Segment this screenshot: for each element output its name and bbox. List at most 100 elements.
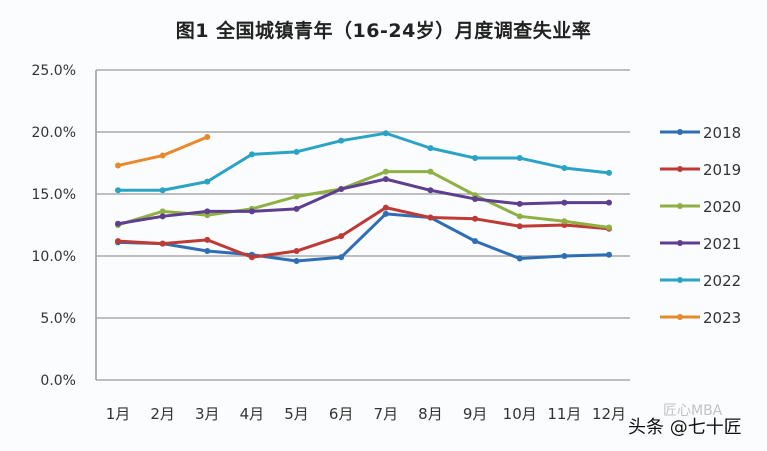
data-point: [606, 199, 612, 206]
x-tick-label: 10月: [503, 405, 537, 423]
data-point: [472, 195, 479, 202]
data-point: [561, 218, 568, 225]
legend-marker: [677, 166, 683, 172]
data-point: [204, 208, 211, 215]
legend-label: 2019: [703, 161, 741, 179]
data-point: [159, 152, 166, 159]
data-point: [115, 187, 121, 194]
data-point: [382, 176, 389, 183]
y-tick-label: 25.0%: [32, 63, 76, 79]
legend-marker: [677, 129, 683, 135]
series-2023: [115, 133, 211, 169]
y-axis-ticks: 0.0% 5.0% 10.0% 15.0% 20.0% 25.0%: [32, 63, 76, 389]
data-point: [472, 215, 479, 222]
series-line: [116, 212, 611, 263]
data-point: [159, 213, 166, 220]
legend-item-2018: 2018: [660, 124, 741, 142]
data-point: [606, 251, 612, 258]
x-tick-label: 6月: [329, 405, 354, 423]
data-point: [427, 145, 434, 152]
data-point: [382, 168, 389, 175]
series-lines: [115, 130, 612, 264]
legend-item-2019: 2019: [660, 161, 741, 179]
data-point: [248, 208, 255, 215]
data-point: [204, 133, 211, 140]
data-point: [606, 224, 612, 231]
legend-item-2020: 2020: [660, 198, 741, 216]
data-point: [606, 169, 612, 176]
watermark: 头条 @七十匠: [628, 417, 742, 438]
data-point: [338, 233, 345, 240]
data-point: [293, 257, 300, 264]
x-tick-label: 7月: [374, 405, 399, 423]
legend-item-2023: 2023: [660, 309, 741, 327]
x-tick-label: 2月: [150, 405, 175, 423]
data-point: [293, 205, 300, 212]
series-line: [116, 206, 611, 259]
data-point: [427, 214, 434, 221]
data-point: [472, 155, 479, 162]
series-line: [116, 131, 611, 192]
data-point: [516, 223, 523, 230]
x-tick-label: 5月: [284, 405, 309, 423]
data-point: [115, 162, 121, 169]
data-point: [159, 240, 166, 247]
data-point: [516, 155, 523, 162]
data-point: [516, 213, 523, 220]
data-point: [561, 164, 568, 171]
data-point: [115, 220, 121, 227]
x-tick-label: 11月: [547, 405, 581, 423]
data-point: [204, 236, 211, 243]
data-point: [293, 248, 300, 255]
legend-label: 2023: [703, 309, 741, 327]
data-point: [159, 208, 166, 215]
y-tick-label: 10.0%: [32, 249, 76, 265]
series-2021: [115, 176, 612, 227]
chart-title: 图1 全国城镇青年（16-24岁）月度调查失业率: [175, 20, 592, 42]
data-point: [427, 187, 434, 194]
series-line: [116, 170, 611, 229]
data-point: [382, 130, 389, 137]
data-point: [382, 210, 389, 217]
legend-marker: [677, 203, 683, 209]
legend-label: 2020: [703, 198, 741, 216]
data-point: [293, 148, 300, 155]
x-tick-label: 4月: [240, 405, 265, 423]
x-tick-label: 1月: [106, 405, 131, 423]
series-line: [116, 177, 611, 226]
legend-item-2022: 2022: [660, 272, 741, 290]
y-tick-label: 15.0%: [32, 187, 76, 203]
y-tick-label: 20.0%: [32, 125, 76, 141]
x-tick-label: 12月: [592, 405, 626, 423]
data-point: [338, 254, 345, 261]
series-line: [116, 135, 209, 167]
data-point: [204, 248, 211, 255]
legend-marker: [677, 240, 683, 246]
data-point: [561, 199, 568, 206]
x-tick-label: 3月: [195, 405, 220, 423]
data-point: [204, 178, 211, 185]
data-point: [248, 151, 255, 158]
legend-label: 2021: [703, 235, 741, 253]
series-2022: [115, 130, 612, 194]
legend: 2018 2019 2020 2021 2022 2023: [660, 124, 741, 327]
watermark-faint: 匠心MBA: [663, 403, 723, 419]
data-point: [293, 193, 300, 200]
data-point: [338, 186, 345, 193]
legend-label: 2018: [703, 124, 741, 142]
data-point: [248, 254, 255, 261]
data-point: [472, 238, 479, 245]
legend-marker: [677, 277, 683, 283]
series-2019: [115, 204, 612, 261]
data-point: [561, 253, 568, 259]
y-tick-label: 5.0%: [40, 311, 76, 327]
data-point: [115, 238, 121, 245]
data-point: [516, 255, 523, 262]
legend-item-2021: 2021: [660, 235, 741, 253]
x-tick-label: 9月: [463, 405, 488, 423]
legend-marker: [677, 314, 683, 320]
data-point: [382, 204, 389, 211]
data-point: [427, 168, 434, 175]
x-tick-label: 8月: [418, 405, 443, 423]
